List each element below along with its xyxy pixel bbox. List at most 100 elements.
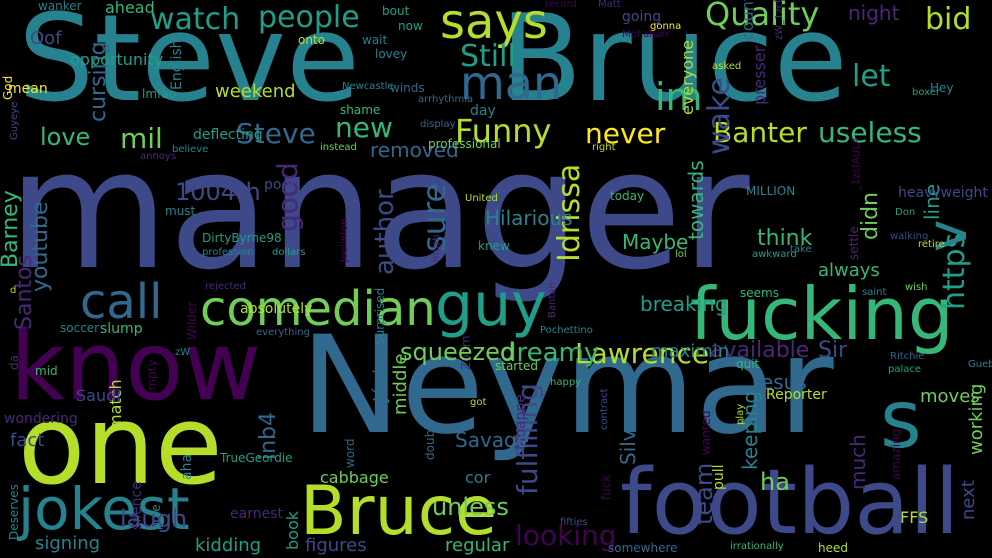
word-poor: rejected: [205, 281, 246, 292]
word-book: think: [757, 226, 813, 251]
word-zoom: Jesus: [755, 370, 807, 394]
word-professional: settle: [847, 226, 861, 260]
word-saint: Ritchie: [890, 351, 925, 362]
word-moves: gonna: [650, 21, 682, 32]
word-1004th: bout: [382, 4, 410, 18]
word-quit: wanted: [699, 410, 713, 455]
word-d: Saudi: [76, 386, 121, 405]
word-must: Wilder: [185, 301, 199, 340]
word-record: profession: [202, 247, 254, 258]
word-night: night: [848, 1, 900, 25]
word-im: im: [655, 75, 703, 119]
word-united: Pochettino: [540, 325, 593, 336]
word-deflecting: right: [592, 142, 616, 153]
word-guyeye: wondering: [4, 411, 78, 427]
word-says: says: [440, 0, 548, 50]
word-today: Bantah: [547, 282, 558, 318]
word-word: laugh: [120, 505, 188, 533]
word-happy: double: [423, 419, 437, 460]
word-wanker: Guyeye: [9, 101, 20, 140]
word-laugh: count: [738, 0, 757, 40]
word-mean: annoys: [140, 151, 177, 162]
word-zw: earnest: [230, 506, 283, 522]
word-pochettino: Deserves: [7, 484, 21, 540]
word-play: moves: [920, 386, 980, 407]
word-lawrence: slump: [100, 321, 143, 337]
word-mush: ahead: [105, 0, 155, 17]
word-working: much: [846, 434, 870, 490]
word-bantah: Oof: [30, 28, 62, 49]
word-maximin: lovey: [375, 47, 408, 61]
word-now: English: [169, 39, 185, 90]
word-annoys: d: [10, 285, 17, 296]
word-earnest: irrationally: [730, 541, 784, 552]
word-good: good: [271, 162, 304, 232]
word-kidding: presser: [750, 45, 769, 105]
word-matt: dollars: [272, 247, 306, 258]
word-da: available: [710, 338, 810, 363]
word-cabbage: Hey: [930, 81, 954, 95]
word-instead: seems: [740, 286, 779, 300]
word-absolutely: day: [470, 103, 496, 119]
word-everyone: Maybe: [622, 230, 689, 254]
word-always: Matt: [598, 0, 621, 10]
word-wake: wake: [702, 77, 737, 155]
word-one: one: [18, 381, 223, 509]
word-guebye: contract: [599, 388, 610, 430]
word-savage: Reporter: [766, 387, 827, 403]
word-removed: wanker: [38, 0, 82, 13]
word-deserves: figures: [305, 535, 367, 556]
word-jokest: jokest: [18, 475, 190, 543]
word-heavyweight: professional: [428, 137, 501, 151]
word-surprised: Sir: [818, 338, 848, 363]
word-wanted: cabbage: [320, 468, 389, 487]
word-regular: going: [622, 9, 662, 25]
word-count: towards: [684, 160, 708, 240]
word-presser: Hilarious: [485, 206, 573, 230]
word-settle: removed: [370, 138, 459, 162]
word-manager: manager: [8, 114, 750, 306]
word-s: s: [880, 373, 922, 466]
word-profession: Surprised: [373, 287, 387, 345]
word-looking: heavyweight: [898, 185, 988, 201]
word-slump: display: [420, 119, 456, 130]
word-steve-large: Steve: [18, 0, 360, 129]
word-sir: now: [398, 19, 423, 33]
word-english: Silva: [616, 417, 640, 465]
word-fifties: heed: [818, 541, 848, 555]
word-onto: poor: [264, 177, 296, 193]
word-newcastle: retire: [918, 239, 945, 250]
word-lol: zW: [175, 347, 191, 358]
word-useless: useless: [818, 116, 922, 149]
word-watch: watch: [150, 2, 241, 37]
word-line: dreamy: [500, 338, 600, 368]
word-walking: got: [470, 397, 487, 408]
word-dirtybyrne98: everything: [256, 327, 310, 338]
word-santos: youtube: [28, 201, 53, 293]
word-people: people: [258, 0, 360, 35]
word-silence: regular: [445, 535, 510, 556]
word-opportunity: believe: [172, 144, 209, 155]
word-fulfilling: Barney: [0, 190, 23, 268]
word-bout: lmfao: [142, 87, 176, 101]
word-believe: wish: [905, 282, 928, 293]
word-wondering: winds: [390, 81, 425, 95]
word-million: da: [7, 355, 21, 370]
word-right: saint: [862, 287, 887, 298]
word-figures: everyone: [678, 40, 697, 115]
word-winds: awkward: [752, 249, 797, 260]
word-unless: Júnior: [370, 350, 391, 402]
word-match: Savage: [455, 428, 530, 452]
word-steve-small: Steve: [236, 117, 316, 150]
word-truegeordie: somewhere: [608, 541, 678, 555]
word-silva: didn: [858, 192, 883, 240]
word-available: wait: [362, 33, 388, 47]
word-soccer: aha: [179, 453, 195, 480]
word-jesus: onto: [298, 33, 325, 47]
word-weekend: arrhythmia: [418, 94, 474, 105]
word-retire: happy: [550, 377, 582, 388]
word-knew: mid: [35, 364, 58, 378]
word-fuck: FFS: [900, 508, 929, 527]
word-bruce-large: Bruce: [500, 0, 848, 129]
